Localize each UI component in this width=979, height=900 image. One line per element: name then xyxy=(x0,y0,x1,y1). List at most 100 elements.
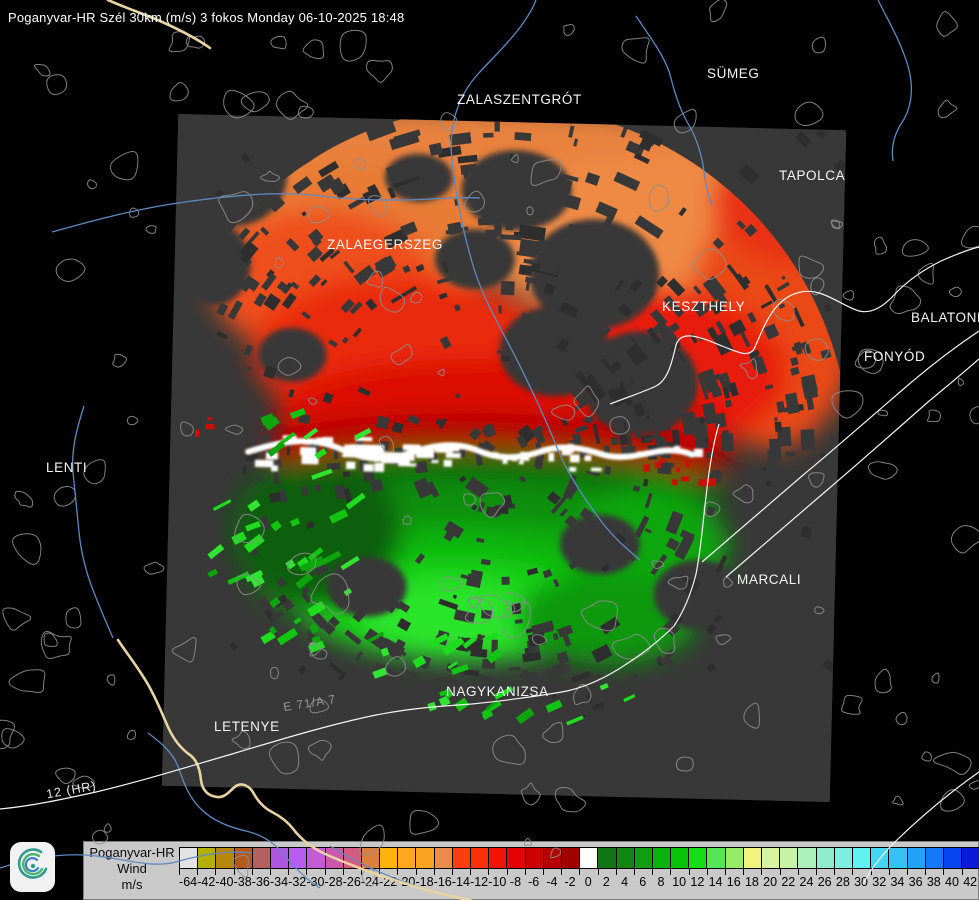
legend-tick xyxy=(834,869,836,875)
legend-cell--16 xyxy=(434,848,453,869)
legend-value: 20 xyxy=(763,875,778,889)
legend-tick xyxy=(706,869,708,875)
hungaromet-logo[interactable] xyxy=(10,842,55,892)
legend-cell-34 xyxy=(889,848,908,869)
legend-cell--10 xyxy=(489,848,508,869)
legend-tick xyxy=(634,869,635,875)
legend-tick xyxy=(543,869,544,875)
legend-tick xyxy=(743,869,745,875)
legend-units: m/s xyxy=(121,877,143,892)
legend-value: 18 xyxy=(744,875,759,889)
legend-value: -24 xyxy=(360,875,379,889)
legend-cell-42 xyxy=(962,848,979,869)
legend-value: 42 xyxy=(963,875,978,889)
legend-cell--42 xyxy=(198,848,217,869)
legend-cell--40 xyxy=(216,848,235,869)
legend-value: -18 xyxy=(415,875,434,889)
legend-tick xyxy=(779,869,781,875)
legend-value: 30 xyxy=(854,875,868,889)
color-legend: Poganyvar-HR Wind m/s -64 -42 -40 -38 -36 -34… xyxy=(83,841,979,900)
legend-value: -2 xyxy=(564,875,576,889)
legend-cell--30 xyxy=(307,848,326,869)
legend-value: 12 xyxy=(690,875,705,889)
spiral-logo-icon xyxy=(17,848,48,879)
legend-value: 34 xyxy=(890,875,905,889)
legend-tick xyxy=(725,869,726,875)
legend-cell--34 xyxy=(270,848,290,869)
legend-cell-16 xyxy=(725,848,744,869)
legend-value: 10 xyxy=(672,875,687,889)
legend-cell-10 xyxy=(671,848,690,869)
legend-tick xyxy=(761,869,763,875)
legend-cell-18 xyxy=(743,848,762,869)
legend-color-cells xyxy=(179,847,979,869)
legend-value: -14 xyxy=(451,875,470,889)
legend-cell-6 xyxy=(634,848,653,869)
legend-cell--20 xyxy=(398,848,417,869)
city-label-zalaszentgr-t: ZALASZENTGRÓT xyxy=(457,92,582,107)
legend-value: -12 xyxy=(470,875,489,889)
legend-cell-26 xyxy=(816,848,835,869)
city-label-lenti: LENTI xyxy=(46,460,88,475)
legend-cell--18 xyxy=(416,848,435,869)
legend-tick xyxy=(597,869,599,875)
legend-value: -6 xyxy=(528,875,540,889)
legend-value: -64 xyxy=(179,875,198,889)
legend-value: -8 xyxy=(509,875,522,889)
city-label-letenye: LETENYE xyxy=(214,719,280,734)
legend-value: -22 xyxy=(379,875,398,889)
legend-tick xyxy=(670,869,672,875)
legend-cell--24 xyxy=(361,848,381,869)
legend-cell--2 xyxy=(561,848,581,869)
legend-value: -36 xyxy=(251,875,270,889)
legend-value: -28 xyxy=(324,875,343,889)
legend-value: 6 xyxy=(639,875,647,889)
legend-cell-38 xyxy=(925,848,944,869)
legend-value: 0 xyxy=(584,875,592,889)
legend-value: -40 xyxy=(215,875,234,889)
legend-value: -10 xyxy=(488,875,507,889)
city-label-nagykanizsa: NAGYKANIZSA xyxy=(446,684,549,699)
legend-value: 26 xyxy=(817,875,832,889)
legend-tick xyxy=(852,869,854,875)
legend-cell--28 xyxy=(325,848,344,869)
legend-value: 22 xyxy=(781,875,796,889)
product-title: Poganyvar-HR Szél 30km (m/s) 3 fokos Mon… xyxy=(8,10,405,25)
legend-title: Poganyvar-HR Wind m/s xyxy=(86,845,178,893)
legend-tick xyxy=(488,869,490,875)
legend-value: 28 xyxy=(835,875,850,889)
legend-cell-40 xyxy=(943,848,963,869)
legend-cell-4 xyxy=(616,848,635,869)
legend-value: 32 xyxy=(872,875,887,889)
legend-cell-12 xyxy=(689,848,708,869)
legend-cell-20 xyxy=(762,848,781,869)
legend-cell-8 xyxy=(652,848,672,869)
legend-value: -16 xyxy=(433,875,452,889)
legend-tick xyxy=(615,869,617,875)
legend-value: -32 xyxy=(288,875,307,889)
legend-value: -38 xyxy=(233,875,252,889)
legend-cell--4 xyxy=(543,848,562,869)
city-label-marcali: MARCALI xyxy=(737,572,802,587)
legend-tick xyxy=(652,869,654,875)
legend-cell-14 xyxy=(707,848,726,869)
legend-value: -42 xyxy=(197,875,216,889)
city-label-zalaegerszeg: ZALAEGERSZEG xyxy=(327,237,443,252)
legend-tick xyxy=(579,869,581,875)
city-label-s-meg: SÜMEG xyxy=(707,66,760,81)
legend-value: 40 xyxy=(945,875,959,889)
legend-value: 8 xyxy=(657,875,665,889)
legend-values: -64 -42 -40 -38 -36 -34 -32 -30 -28 -26 -24 -22 -20-… xyxy=(179,875,979,889)
legend-value: -34 xyxy=(269,875,289,889)
city-label-keszthely: KESZTHELY xyxy=(662,299,746,314)
city-label-balatonbo: BALATONBO xyxy=(911,310,979,325)
legend-value: 2 xyxy=(602,875,610,889)
legend-cell--22 xyxy=(380,848,399,869)
legend-cell-24 xyxy=(798,848,817,869)
legend-cell-30 xyxy=(852,848,872,869)
legend-value: 4 xyxy=(621,875,629,889)
legend-tick xyxy=(561,869,563,875)
legend-cell--64 xyxy=(180,848,199,869)
legend-tick xyxy=(797,869,799,875)
city-label-fony-d: FONYÓD xyxy=(864,349,926,364)
